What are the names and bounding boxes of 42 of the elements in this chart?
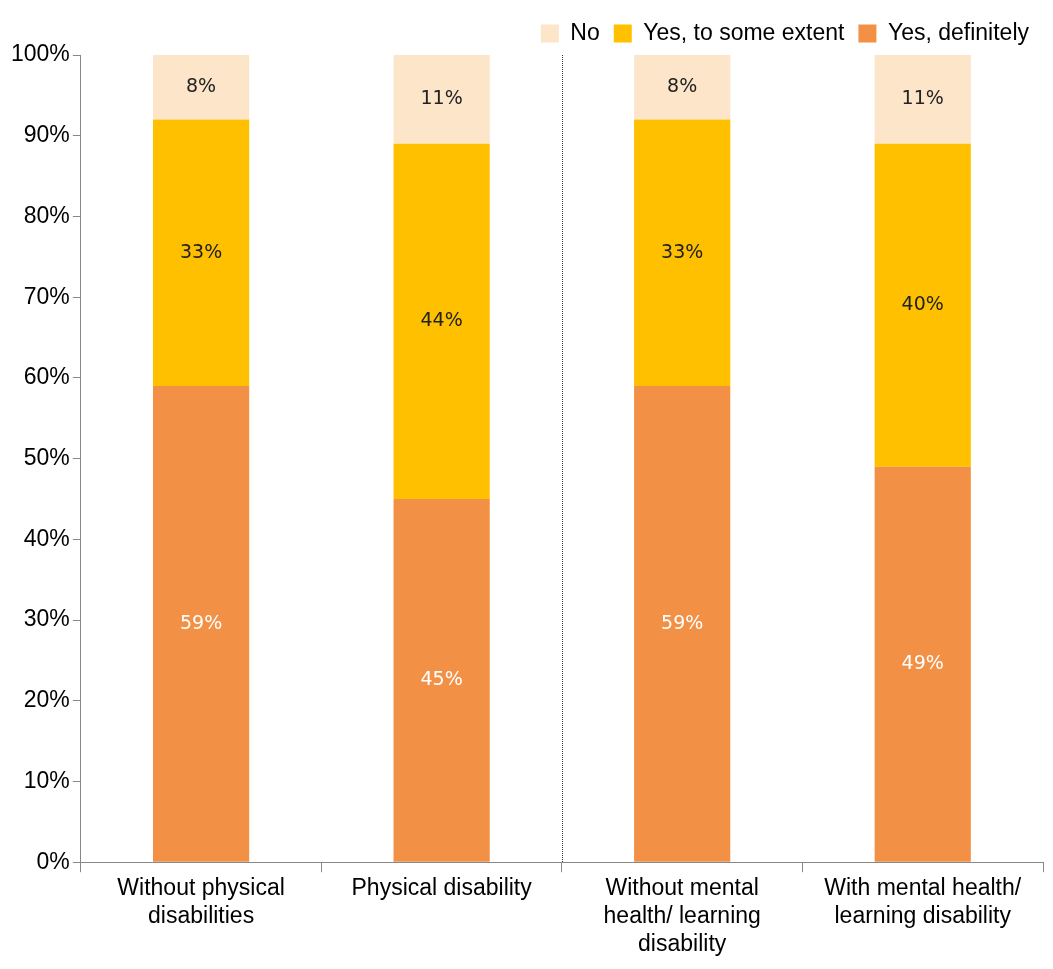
y-tick-label: 60% — [23, 363, 70, 390]
y-tick-label: 100% — [11, 40, 70, 67]
data-label: 33% — [179, 239, 223, 262]
legend-label: Yes, to some extent — [643, 18, 846, 45]
y-tick-label: 30% — [23, 605, 70, 632]
x-tick-label: Without mental health/ learning disability — [603, 874, 761, 956]
data-label: 44% — [420, 308, 463, 331]
data-label: 33% — [661, 239, 704, 262]
y-tick-label: 80% — [23, 201, 70, 228]
y-tick-label: 20% — [23, 686, 70, 713]
bar — [393, 143, 490, 499]
bar — [152, 385, 250, 862]
y-tick-label: 0% — [36, 847, 70, 874]
data-label: 59% — [661, 610, 704, 633]
bar — [634, 385, 731, 862]
data-label: 11% — [901, 86, 944, 109]
data-label: 45% — [420, 667, 463, 690]
bar — [634, 55, 731, 120]
bar — [393, 55, 490, 144]
x-tick-label: Without physical disabilities — [117, 874, 285, 928]
bar — [152, 119, 250, 386]
data-label: 8% — [186, 74, 217, 97]
y-tick-label: 70% — [23, 282, 70, 309]
bar — [874, 466, 971, 862]
data-label: 49% — [901, 651, 944, 674]
bar — [874, 143, 971, 467]
data-label: 59% — [179, 610, 223, 633]
y-tick-label: 40% — [23, 524, 70, 551]
x-tick-label: Physical disability — [351, 874, 533, 901]
legend-label: No — [570, 18, 600, 45]
data-label: 11% — [420, 86, 463, 109]
y-tick-label: 50% — [23, 443, 70, 470]
legend-label: Yes, definitely — [887, 18, 1030, 45]
bar — [152, 55, 250, 120]
bar — [874, 55, 971, 144]
data-label: 8% — [667, 74, 698, 97]
y-tick-label: 10% — [23, 766, 70, 793]
bar — [634, 119, 731, 386]
y-tick-label: 90% — [23, 121, 70, 148]
data-label: 40% — [901, 292, 944, 315]
bar — [393, 498, 490, 862]
x-tick-label: With mental health/ learning disability — [824, 874, 1022, 928]
